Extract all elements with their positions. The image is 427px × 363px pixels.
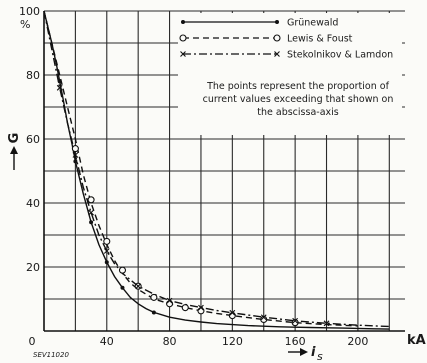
series-2-point-8 [260, 314, 267, 321]
annotation-line-2: current values exceeding that shown on [203, 94, 394, 105]
series-1-point-9 [228, 312, 236, 320]
legend-label-0: Grünewald [287, 18, 338, 29]
series-1-point-0 [71, 145, 79, 153]
series-1-point-3 [118, 266, 127, 274]
legend-marker-0-0 [181, 20, 185, 24]
x-tick-label-80: 80 [163, 335, 177, 348]
legend-box [178, 13, 402, 135]
series-1-point-11 [291, 319, 299, 327]
series-0-point-3 [104, 260, 109, 265]
series-2-point-3 [103, 248, 110, 254]
series-1-point-8 [197, 307, 205, 315]
legend: Grünewald Lewis & Foust Stekolnikov & Lamd… [178, 13, 402, 135]
x-axis-arrow-head [300, 348, 308, 356]
y-tick-label-80: 80 [26, 69, 40, 82]
x-axis-title: i [311, 345, 316, 360]
y-axis-arrow-head [10, 146, 18, 154]
y-unit-label: % [20, 18, 30, 31]
x-tick-label-160: 160 [285, 335, 306, 348]
x-tick-label-120: 120 [222, 335, 243, 348]
series-0-point-4 [120, 285, 125, 290]
series-0-point-5 [151, 310, 156, 315]
x-tick-label-200: 200 [347, 335, 368, 348]
stamp-text: SEV11020 [33, 351, 69, 359]
x-axis-title-subscript: s [317, 350, 323, 363]
legend-marker-1-1 [273, 34, 281, 42]
series-2-point-2 [88, 209, 94, 216]
series-1-point-5 [150, 293, 158, 301]
series-markers [56, 79, 330, 327]
series-2-point-6 [198, 304, 204, 311]
series-0-point-1 [73, 159, 78, 164]
x-unit-label: kA [407, 333, 426, 348]
series-2-point-10 [323, 320, 330, 327]
series-2-point-4 [135, 283, 142, 290]
y-tick-label-40: 40 [26, 197, 40, 210]
legend-marker-2-1 [274, 51, 280, 57]
x-tick-label-0: 0 [29, 335, 36, 348]
y-tick-label-20: 20 [26, 261, 40, 274]
series-1-point-6 [166, 300, 174, 308]
series-line-2 [43, 10, 390, 328]
legend-marker-2-0 [180, 51, 186, 57]
series-0-point-0 [57, 79, 62, 84]
series-2-point-7 [229, 309, 236, 316]
series-1-point-7 [181, 304, 189, 312]
series-1-point-1 [87, 196, 95, 204]
y-axis-title: G [7, 133, 22, 144]
series-1-point-2 [103, 237, 111, 245]
series-line-1 [43, 10, 358, 327]
series-2-point-5 [166, 297, 173, 304]
series-2-point-1 [72, 152, 79, 158]
series-0-point-2 [89, 220, 94, 225]
y-tick-label-60: 60 [26, 133, 40, 146]
annotation-line-1: The points represent the proportion of [206, 81, 389, 92]
axes: 0 40 80 120 160 200 20 40 60 80 100 [19, 5, 405, 348]
series-lines [43, 10, 390, 330]
series-2-point-0 [56, 84, 63, 91]
legend-label-2: Stekolnikov & Lamdon [287, 50, 393, 61]
legend-marker-1-0 [179, 34, 187, 42]
labels: The points represent the proportion of c… [7, 18, 426, 363]
series-2-point-9 [292, 317, 299, 324]
annotation-line-3: the abscissa-axis [257, 107, 339, 118]
y-tick-label-100: 100 [19, 5, 40, 18]
legend-marker-0-1 [275, 20, 279, 24]
legend-label-1: Lewis & Foust [287, 34, 353, 45]
x-tick-label-40: 40 [100, 335, 114, 348]
